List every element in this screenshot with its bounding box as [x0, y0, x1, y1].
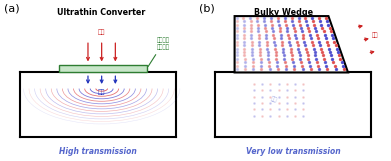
- Text: 종파: 종파: [98, 30, 106, 35]
- Polygon shape: [235, 16, 348, 72]
- Text: 홈파: 홈파: [270, 96, 278, 104]
- Text: (b): (b): [199, 3, 215, 13]
- Text: Bulky Wedge: Bulky Wedge: [254, 8, 313, 17]
- Text: High transmission: High transmission: [59, 147, 136, 156]
- Text: Very low transmission: Very low transmission: [246, 147, 341, 156]
- Text: 종파: 종파: [371, 33, 378, 38]
- Text: 모드변환
메타물질: 모드변환 메타물질: [148, 37, 169, 66]
- Text: (a): (a): [4, 3, 20, 13]
- Text: Ultrathin Converter: Ultrathin Converter: [57, 8, 146, 17]
- Bar: [59, 65, 147, 72]
- Text: 홈파: 홈파: [98, 89, 106, 95]
